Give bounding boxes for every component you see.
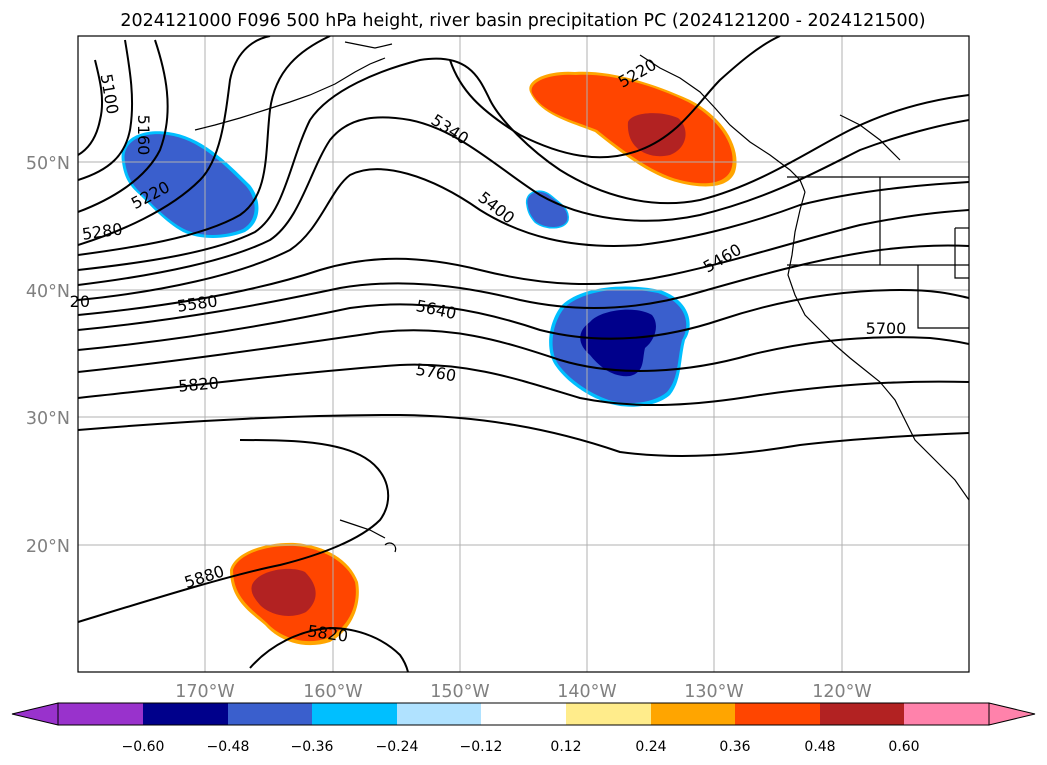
colorbar-segment xyxy=(820,703,904,725)
lat-label: 50°N xyxy=(26,154,70,174)
contour-label: 5400 xyxy=(474,188,518,228)
colorbar-tick: −0.24 xyxy=(376,739,419,755)
colorbar-tick: −0.12 xyxy=(460,739,503,755)
lat-label: 40°N xyxy=(26,282,70,302)
contour-label: 5760 xyxy=(414,360,457,386)
latitude-labels: 50°N 40°N 30°N 20°N xyxy=(26,154,70,557)
colorbar-segment xyxy=(651,703,735,725)
colorbar-segment xyxy=(58,703,143,725)
colorbar-tick: −0.60 xyxy=(122,739,165,755)
colorbar-segment xyxy=(397,703,481,725)
figure-title: 2024121000 F096 500 hPa height, river ba… xyxy=(120,11,925,31)
colorbar-tick: 0.12 xyxy=(550,739,581,755)
contour-label: 5700 xyxy=(866,319,907,338)
colorbar-tick: −0.36 xyxy=(291,739,334,755)
precip-gulf-of-alaska xyxy=(529,71,737,187)
colorbar-tick: 0.24 xyxy=(635,739,666,755)
contour-label: 5820 xyxy=(177,373,219,395)
colorbar-segment xyxy=(228,703,312,725)
lat-label: 30°N xyxy=(26,409,70,429)
contour-label: 5460 xyxy=(700,240,745,277)
contour-label-partial: 20 xyxy=(70,292,90,311)
colorbar xyxy=(11,702,1036,726)
colorbar-extend-max xyxy=(988,702,1036,726)
contour-label: 5280 xyxy=(81,219,124,243)
lon-label: 170°W xyxy=(175,682,234,702)
height-contours xyxy=(78,36,969,672)
precip-hawaii xyxy=(230,542,359,646)
colorbar-tick: 0.60 xyxy=(888,739,919,755)
lon-label: 120°W xyxy=(812,682,871,702)
contour-label: 5100 xyxy=(97,72,123,115)
lat-label: 20°N xyxy=(26,537,70,557)
longitude-labels: 170°W 160°W 150°W 140°W 130°W 120°W xyxy=(175,682,871,702)
colorbar-segment xyxy=(312,703,397,725)
contour-label: 5160 xyxy=(134,115,153,156)
contour-label: 5880 xyxy=(182,561,227,592)
lon-label: 140°W xyxy=(557,682,616,702)
colorbar-tick-labels: −0.60 −0.48 −0.36 −0.24 −0.12 0.12 0.24 … xyxy=(122,739,920,755)
colorbar-segment xyxy=(735,703,820,725)
graticule xyxy=(78,36,969,672)
colorbar-tick: 0.36 xyxy=(719,739,750,755)
lon-label: 130°W xyxy=(684,682,743,702)
colorbar-segment xyxy=(481,703,566,725)
colorbar-segment xyxy=(904,703,989,725)
colorbar-tick: 0.48 xyxy=(804,739,835,755)
lon-label: 150°W xyxy=(430,682,489,702)
colorbar-segment xyxy=(566,703,651,725)
lon-label: 160°W xyxy=(303,682,362,702)
precip-northeast-pacific xyxy=(549,286,690,407)
colorbar-extend-min xyxy=(11,702,59,726)
colorbar-segment xyxy=(143,703,228,725)
colorbar-outline xyxy=(57,702,990,726)
contour-label: 5640 xyxy=(414,296,458,323)
contour-label: 5340 xyxy=(428,110,472,148)
map-frame xyxy=(77,35,970,673)
colorbar-tick: −0.48 xyxy=(207,739,250,755)
precip-small-blob xyxy=(525,190,569,229)
